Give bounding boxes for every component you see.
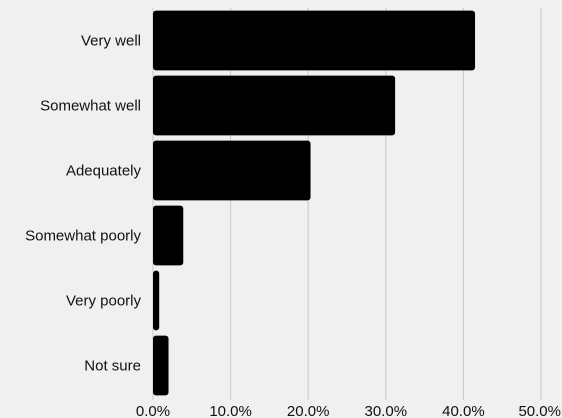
x-tick-label: 20.0% (287, 403, 330, 418)
x-tick-label: 50.0% (518, 403, 561, 418)
bar (153, 140, 311, 201)
gridlines (152, 8, 542, 400)
x-tick-label: 0.0% (136, 403, 170, 418)
category-label: Somewhat poorly (25, 228, 141, 245)
bar (153, 205, 184, 266)
category-labels: Very well Somewhat well Adequately Somewhat… (25, 33, 141, 375)
bars (153, 10, 476, 396)
category-label: Very well (81, 33, 141, 50)
bar (153, 75, 396, 136)
category-label: Somewhat well (40, 98, 141, 115)
category-label: Very poorly (66, 293, 142, 310)
x-axis-tick-labels: 0.0% 10.0% 20.0% 30.0% 40.0% 50.0% (136, 403, 561, 418)
bar (153, 270, 160, 331)
bar (153, 335, 169, 396)
x-tick-label: 30.0% (365, 403, 408, 418)
category-label: Adequately (66, 163, 142, 180)
x-tick-label: 40.0% (442, 403, 485, 418)
bar (153, 10, 476, 71)
category-label: Not sure (84, 358, 141, 375)
x-tick-label: 10.0% (209, 403, 252, 418)
